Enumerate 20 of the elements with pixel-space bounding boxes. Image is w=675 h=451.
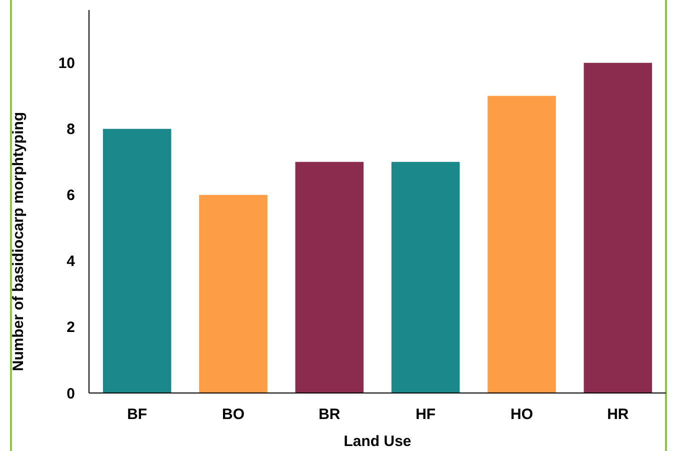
bar: [391, 162, 460, 393]
y-tick-label: 6: [66, 187, 75, 204]
y-tick-label: 2: [66, 319, 75, 336]
x-tick-label: BO: [222, 406, 245, 423]
bar: [102, 128, 172, 393]
bar: [584, 62, 652, 393]
x-tick-label: HF: [416, 406, 436, 423]
y-tick-label: 8: [66, 121, 75, 138]
y-tick-label: 0: [66, 385, 75, 402]
bar: [488, 96, 556, 393]
x-tick-label: BF: [127, 406, 148, 423]
y-tick-label: 4: [66, 253, 76, 270]
x-tick-label: HR: [607, 406, 629, 423]
x-tick-label: BR: [318, 406, 340, 423]
y-tick-label: 10: [58, 55, 75, 72]
bar: [295, 162, 364, 393]
y-axis-title: Number of basidiocarp morphtyping: [10, 112, 27, 372]
bar: [199, 194, 268, 393]
x-tick-label: HO: [510, 406, 534, 423]
x-axis-title: Land Use: [344, 433, 412, 450]
